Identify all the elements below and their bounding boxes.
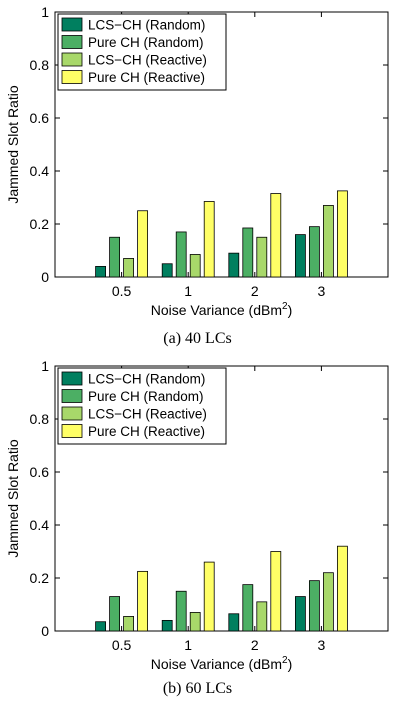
bar (189, 612, 201, 632)
bar (109, 236, 120, 278)
x-tick-label: 2 (251, 283, 259, 299)
bar (270, 551, 282, 632)
y-tick-label: 0.2 (30, 570, 50, 586)
x-tick-label: 0.5 (112, 637, 132, 653)
bar (123, 258, 134, 278)
legend-label: Pure CH (Reactive) (88, 424, 205, 439)
bar (336, 190, 348, 278)
y-tick-label: 0.8 (30, 57, 50, 73)
bar (137, 570, 149, 632)
x-tick-label: 1 (184, 283, 192, 299)
bar (256, 236, 268, 278)
legend-box (57, 367, 227, 445)
figure-caption-a: (a) 40 LCs (163, 330, 232, 347)
bar (294, 234, 306, 278)
legend-label: Pure CH (Random) (88, 389, 204, 404)
legend-label: LCS−CH (Reactive) (88, 53, 207, 68)
legend-label: Pure CH (Random) (88, 35, 204, 50)
legend-label: LCS−CH (Random) (88, 18, 205, 33)
chart-panel-b: 0 0.2 0.4 0.6 0.8 1 Jammed Slot Ratio 0.5 1 2 3 Noi… (0, 354, 395, 708)
x-axis-label: Noise Variance (dBm2) (151, 301, 292, 318)
bar (228, 252, 240, 278)
bar (123, 616, 134, 632)
bar (137, 210, 149, 278)
legend-swatch (61, 70, 83, 84)
legend-swatch (61, 35, 83, 49)
bar (95, 265, 106, 278)
x-tick-label: 3 (318, 283, 326, 299)
bar (203, 561, 215, 632)
x-tick-label: 2 (251, 637, 259, 653)
bar (161, 619, 173, 632)
y-tick-label: 0 (41, 269, 49, 285)
y-tick-label: 1 (41, 4, 49, 20)
legend-swatch (61, 52, 83, 67)
bar (175, 231, 187, 278)
y-tick-label: 0.6 (30, 464, 50, 480)
legend-box (57, 13, 227, 91)
plot-frame (54, 11, 389, 278)
y-tick-label: 1 (41, 358, 49, 374)
bar (322, 205, 334, 278)
plot-frame (54, 365, 389, 632)
y-tick-label: 0 (41, 623, 49, 639)
x-tick-label: 1 (184, 637, 192, 653)
bar (161, 263, 173, 278)
y-tick-label: 0.8 (30, 411, 50, 427)
legend-swatch (61, 17, 83, 32)
bar (203, 201, 215, 278)
bar (308, 226, 320, 278)
bar (294, 596, 306, 632)
x-tick-label: 0.5 (112, 283, 132, 299)
bar-chart-a: 0 0.2 0.4 0.6 0.8 1 Jammed Slot Ratio 0.5 1 2 3 Noi… (5, 4, 389, 318)
bar (242, 584, 254, 632)
figure-caption-b: (b) 60 LCs (162, 680, 233, 697)
x-axis-label: Noise Variance (dBm2) (151, 655, 292, 672)
legend-swatch (61, 389, 83, 403)
bar (189, 254, 201, 278)
bar-chart-b: 0 0.2 0.4 0.6 0.8 1 Jammed Slot Ratio 0.5 1 2 3 Noi… (5, 358, 389, 672)
bar (95, 621, 106, 632)
y-tick-label: 0.4 (30, 517, 50, 533)
x-tick-label: 3 (318, 637, 326, 653)
legend-label: LCS−CH (Reactive) (88, 407, 207, 422)
chart-panel-a: 0 0.2 0.4 0.6 0.8 1 Jammed Slot Ratio 0.5 1 2 3 Noi… (0, 0, 395, 354)
y-tick-label: 0.4 (30, 163, 50, 179)
bar (256, 601, 268, 632)
legend-swatch (61, 406, 83, 421)
legend-label: LCS−CH (Random) (88, 372, 205, 387)
y-axis-label: Jammed Slot Ratio (5, 85, 21, 203)
bar (270, 193, 282, 278)
bar (109, 596, 120, 632)
bar (308, 580, 320, 632)
y-axis-label: Jammed Slot Ratio (5, 439, 21, 557)
bar (336, 545, 348, 632)
bar (322, 572, 334, 632)
bar (228, 613, 240, 632)
legend-label: Pure CH (Reactive) (88, 70, 205, 85)
legend-swatch (61, 371, 83, 386)
bar (175, 590, 187, 632)
bar (242, 227, 254, 278)
legend-swatch (61, 424, 83, 438)
y-tick-label: 0.2 (30, 216, 50, 232)
y-tick-label: 0.6 (30, 110, 50, 126)
